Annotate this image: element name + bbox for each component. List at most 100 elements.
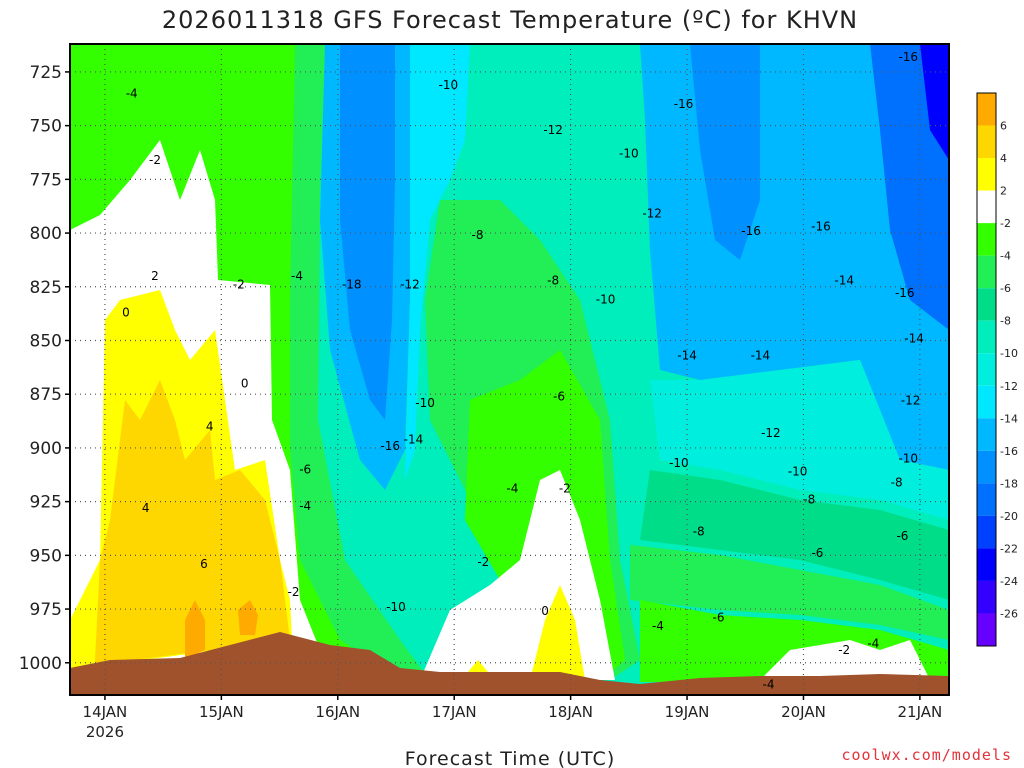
contour-label: -10: [386, 600, 406, 614]
legend-label: -4: [1000, 250, 1011, 263]
contour-label: -14: [677, 349, 697, 363]
y-tick-label: 825: [30, 278, 62, 298]
y-tick-label: 850: [30, 331, 62, 351]
x-tick-label: 17JAN: [432, 703, 477, 721]
contour-label: -14: [904, 331, 924, 345]
contour-label: -4: [652, 619, 664, 633]
contour-label: -6: [553, 389, 565, 403]
field-region-right-white: [760, 640, 930, 680]
contour-label: -10: [619, 147, 639, 161]
contour-label: -16: [674, 97, 694, 111]
contour-label: -10: [669, 456, 689, 470]
contour-label: 4: [206, 419, 214, 433]
contour-label: -2: [233, 278, 245, 292]
contour-label: -16: [380, 439, 400, 453]
legend-label: 6: [1000, 120, 1007, 133]
legend-label: -20: [1000, 510, 1018, 523]
contour-label: 0: [541, 604, 549, 618]
x-tick-label: 16JAN: [315, 703, 360, 721]
contour-label: -8: [891, 475, 903, 489]
contour-label: -18: [342, 278, 362, 292]
credit-link[interactable]: coolwx.com/models: [841, 746, 1012, 764]
chart-title: 2026011318 GFS Forecast Temperature (ºC)…: [162, 6, 858, 34]
y-tick-label: 725: [30, 63, 62, 83]
color-legend: 6 4 2 -2 -4 -6 -8 -10 -12 -14 -16 -18 -20 -22 -24 -26: [976, 92, 1018, 647]
field-region-right-minus6: [630, 545, 949, 640]
legend-label: -22: [1000, 542, 1018, 555]
y-tick-label: 875: [30, 385, 62, 405]
x-axis: 14JAN 2026 15JAN 16JAN 17JAN 18JAN 19JAN 20JAN 2…: [83, 695, 943, 741]
y-tick-label: 1000: [19, 654, 62, 674]
legend-label: -24: [1000, 575, 1018, 588]
legend-label: -8: [1000, 315, 1011, 328]
y-tick-label: 975: [30, 600, 62, 620]
legend-swatch: [977, 93, 996, 126]
contour-label: -10: [788, 465, 808, 479]
field-region-right-minus8: [640, 470, 949, 600]
temperature-field: [70, 44, 949, 695]
legend-swatch: [977, 255, 996, 289]
contour-label: -10: [415, 396, 435, 410]
contour-label: -6: [896, 529, 908, 543]
legend-swatch: [977, 483, 996, 516]
contour-label: -6: [299, 462, 311, 476]
legend-swatch: [977, 580, 996, 614]
field-region-right-minus12: [650, 360, 949, 520]
contour-label: -8: [693, 525, 705, 539]
contour-labels: -4 -2 2 0 4 0 -2 -4 4 6 -6 -4 -2 -18 -12 -10 -14 -16 -10 -1…: [122, 50, 924, 691]
contour-label: -8: [547, 273, 559, 287]
contour-label: -14: [834, 273, 854, 287]
x-tick-label: 19JAN: [665, 703, 710, 721]
legend-swatch: [977, 548, 996, 581]
contour-label: -4: [299, 499, 311, 513]
x-axis-title: Forecast Time (UTC): [405, 748, 615, 768]
x-tick-label: 14JAN: [83, 703, 128, 721]
legend-label: -10: [1000, 347, 1018, 360]
x-tick-sublabel: 2026: [86, 723, 124, 741]
legend-swatch: [977, 288, 996, 321]
contour-label: -4: [506, 482, 518, 496]
legend-label: 4: [1000, 152, 1007, 165]
contour-label: 4: [142, 501, 150, 515]
field-region-right-minus24: [920, 44, 949, 160]
contour-label: -16: [898, 50, 918, 64]
y-axis: 725 750 775 800 825 850 875 900 925 950 975 1000: [19, 63, 70, 674]
contour-label: -2: [149, 153, 161, 167]
contour-label: -8: [471, 228, 483, 242]
field-region-left-dark-orange-2: [238, 600, 258, 635]
contour-label: -14: [404, 432, 424, 446]
legend-frame: [976, 92, 997, 647]
contour-label: -16: [895, 286, 915, 300]
legend-label: -16: [1000, 445, 1018, 458]
terrain: [70, 632, 949, 695]
plot-frame: [69, 43, 950, 696]
contour-label: 6: [200, 557, 208, 571]
legend-label: 2: [1000, 185, 1007, 198]
legend-swatch: [977, 515, 996, 549]
contour-label: -2: [288, 585, 300, 599]
contour-label: -2: [838, 643, 850, 657]
legend-swatch: [977, 353, 996, 386]
contour-label: -6: [811, 546, 823, 560]
legend-label: -14: [1000, 412, 1018, 425]
field-region-minus18: [340, 44, 395, 420]
legend-label: -12: [1000, 380, 1018, 393]
y-tick-label: 950: [30, 546, 62, 566]
legend-swatch: [977, 613, 996, 646]
legend-swatch: [977, 158, 996, 191]
field-region-minus6: [290, 44, 430, 680]
contour-label: -12: [543, 123, 563, 137]
legend-label: -6: [1000, 282, 1011, 295]
contour-label: -4: [763, 677, 775, 691]
contour-label: -8: [803, 492, 815, 506]
legend-swatch: [977, 418, 996, 451]
y-tick-label: 775: [30, 170, 62, 190]
contour-label: -10: [439, 78, 459, 92]
field-region-central-yellow: [530, 585, 585, 680]
contour-label: -10: [596, 293, 616, 307]
contour-label: 0: [241, 376, 249, 390]
contour-label: -12: [400, 278, 420, 292]
x-tick-label: 21JAN: [898, 703, 943, 721]
x-tick-label: 18JAN: [548, 703, 593, 721]
